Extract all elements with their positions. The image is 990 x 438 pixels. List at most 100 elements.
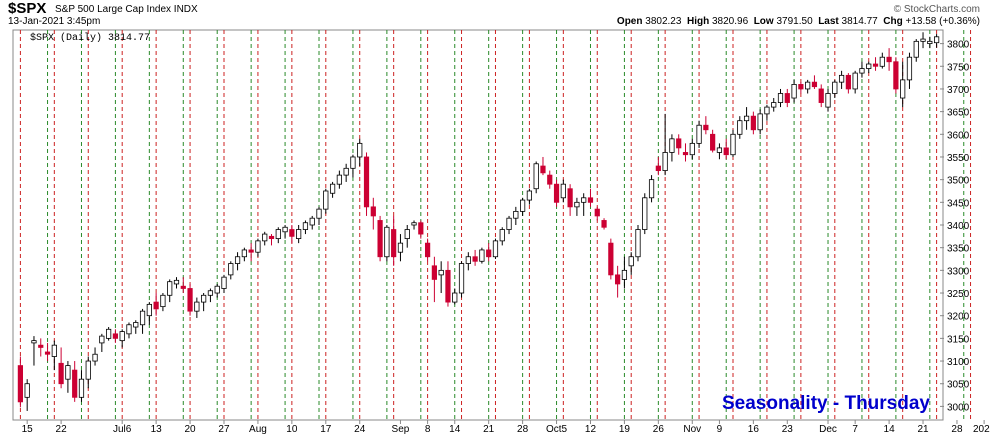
candle xyxy=(777,88,784,108)
y-tick-label: 3450 xyxy=(947,198,970,209)
candle-body xyxy=(750,115,756,131)
candle-body xyxy=(492,240,499,258)
candle xyxy=(187,283,193,316)
candle-body xyxy=(65,365,71,380)
candle xyxy=(458,261,465,298)
y-tick-label: 3800 xyxy=(947,40,970,51)
candle xyxy=(533,161,539,194)
candle-body xyxy=(913,40,919,58)
open-label: Open xyxy=(616,16,643,27)
candle xyxy=(750,111,756,135)
candle xyxy=(173,277,180,289)
candles xyxy=(17,32,940,411)
candle-body xyxy=(51,344,57,357)
candle xyxy=(133,320,139,334)
y-tick-label: 3100 xyxy=(947,357,970,368)
candle xyxy=(818,84,824,108)
y-tick-label: 3050 xyxy=(947,380,970,391)
candle-body xyxy=(411,222,417,226)
candle xyxy=(126,322,132,339)
candle xyxy=(207,288,214,303)
candle-body xyxy=(798,84,804,90)
candle xyxy=(51,340,57,371)
high-label: High xyxy=(686,16,710,27)
candle-body xyxy=(397,242,404,253)
candle-body xyxy=(302,222,309,230)
candle-body xyxy=(126,324,132,335)
candle-body xyxy=(764,106,770,115)
candle-body xyxy=(187,288,193,312)
x-tick-label: Oct5 xyxy=(546,424,568,435)
x-tick-label: 14 xyxy=(884,424,896,435)
candle-body xyxy=(594,208,600,217)
candle xyxy=(370,197,376,230)
candle-body xyxy=(248,249,254,253)
candle-body xyxy=(296,229,302,240)
candle xyxy=(424,238,431,262)
candle xyxy=(241,247,247,262)
candle xyxy=(866,61,872,74)
candle-body xyxy=(567,188,573,208)
candle-body xyxy=(424,242,431,258)
candle-body xyxy=(927,40,933,45)
candle xyxy=(642,193,648,235)
candle-body xyxy=(838,74,845,83)
candle xyxy=(99,333,105,352)
candle-body xyxy=(160,294,166,308)
x-tick-label: 28 xyxy=(951,424,963,435)
candle-body xyxy=(207,290,214,296)
candle xyxy=(520,197,526,216)
candle-body xyxy=(615,274,621,285)
x-tick-label: Aug xyxy=(249,424,267,435)
candle xyxy=(343,163,349,182)
candle-body xyxy=(893,61,899,90)
x-tick-label: 14 xyxy=(449,424,461,435)
candle-body xyxy=(723,147,729,156)
candle xyxy=(438,261,444,294)
chart-title: Seasonality - Thursday xyxy=(722,393,930,414)
candle xyxy=(78,370,85,402)
candle xyxy=(506,215,512,235)
x-tick-label: 27 xyxy=(218,424,230,435)
candle xyxy=(893,57,899,94)
candle xyxy=(472,249,478,266)
y-tick-label: 3300 xyxy=(947,266,970,277)
candle xyxy=(268,234,275,246)
x-tick-label: Nov xyxy=(683,424,701,435)
candle-body xyxy=(31,340,37,344)
candle xyxy=(716,143,723,160)
symbol: $SPX xyxy=(8,0,47,17)
candle-body xyxy=(486,249,492,258)
candle-body xyxy=(587,197,594,203)
candle xyxy=(655,156,661,176)
high-value: 3820.96 xyxy=(711,16,749,27)
header-row-top: $SPX S&P 500 Large Cap Index INDX © Stoc… xyxy=(0,0,990,17)
candle-body xyxy=(262,233,268,242)
x-tick-label: 10 xyxy=(286,424,298,435)
candle xyxy=(65,361,71,393)
candle-body xyxy=(72,369,78,398)
last-value: 3814.77 xyxy=(841,16,878,27)
x-tick-label: 24 xyxy=(354,424,366,435)
x-tick-label: 22 xyxy=(56,424,68,435)
candle-body xyxy=(906,56,913,81)
candle xyxy=(852,70,858,94)
chg-value: +13.58 (+0.36%) xyxy=(905,16,981,27)
candle xyxy=(900,61,906,108)
candle xyxy=(757,109,763,135)
candle-body xyxy=(99,335,105,344)
candle-body xyxy=(180,285,186,289)
x-tick-label: 23 xyxy=(782,424,794,435)
candle-body xyxy=(78,378,85,398)
candle xyxy=(723,138,729,160)
x-tick-label: 15 xyxy=(22,424,34,435)
y-tick-label: 3350 xyxy=(947,244,970,255)
candle-body xyxy=(934,36,940,44)
candle xyxy=(791,79,797,103)
candle xyxy=(357,138,363,167)
candle-body xyxy=(832,81,838,94)
candle-body xyxy=(438,269,444,276)
candle xyxy=(594,206,600,221)
candle-body xyxy=(900,79,906,99)
candle xyxy=(452,288,458,305)
